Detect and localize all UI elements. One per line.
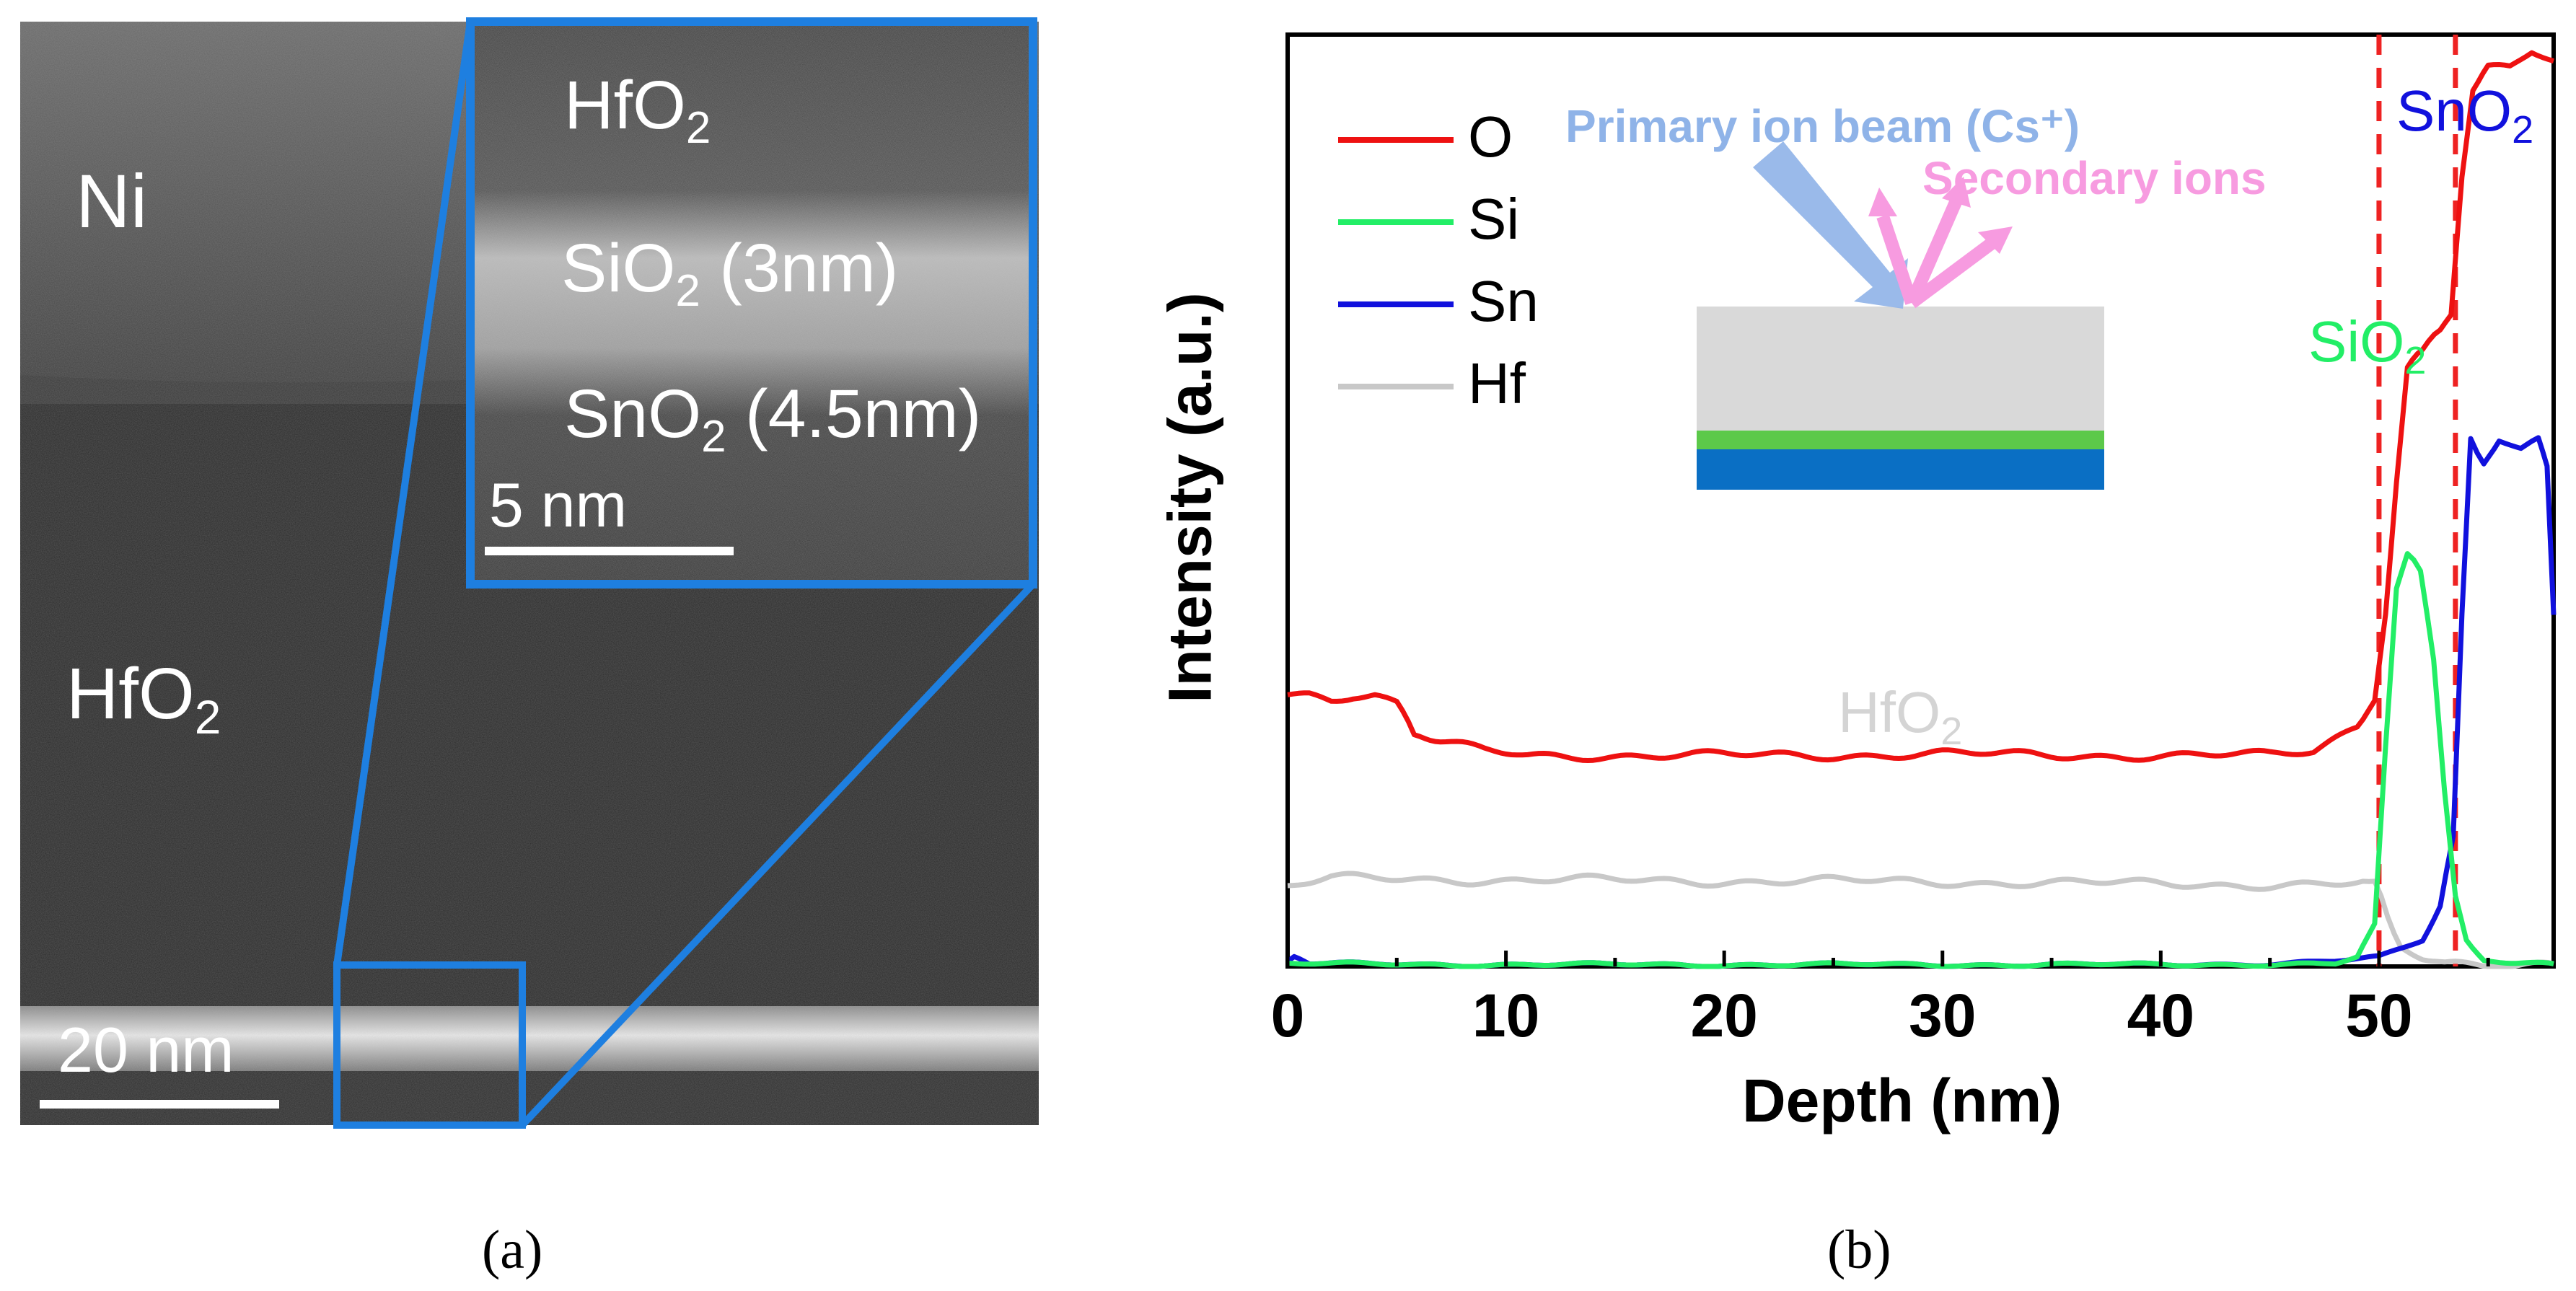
legend-item-si: Si [1338,187,1555,251]
primary-beam-label: Primary ion beam (Cs⁺) [1565,100,2080,152]
x-tick-label-40: 40 [2127,982,2195,1049]
secondary-ions-label: Secondary ions [1922,152,2267,204]
primary-beam-arrow [1753,141,1908,309]
caption-b: (b) [1827,1220,1891,1280]
sims-schematic [1697,141,2104,490]
x-axis-ticks [1285,951,2490,966]
scale-bar-main [40,1100,279,1109]
scale-bar-main-label: 20 nm [58,1014,234,1085]
zoom-line-right [519,581,1036,1128]
legend-swatch-sn [1338,301,1454,307]
y-axis-label-text: Intensity (a.u.) [1156,292,1224,703]
scale-bar-inset-label: 5 nm [489,471,628,540]
region-sno2-text: SnO [2396,79,2513,143]
series-group [1285,50,2557,969]
x-tick-label-10: 10 [1472,982,1540,1049]
series-line-hf [1287,871,2554,969]
inset-hfo2-text: HfO [564,67,686,144]
region-label-sno2: SnO2 [2396,78,2533,152]
label-ni: Ni [76,159,148,244]
legend-label-si: Si [1468,187,1520,251]
x-tick-label-50: 50 [2345,982,2413,1049]
zoom-indicator [333,21,1036,1129]
inset-label-sno2: SnO2 (4.5nm) [564,375,981,462]
region-hfo2-text: HfO [1838,680,1941,744]
inset-sio2-sub: 2 [675,266,700,316]
x-axis-label: Depth (nm) [1742,1067,2062,1134]
label-hfo2: HfO2 [66,653,221,744]
plot-area [1285,32,2556,969]
legend-swatch-o [1338,137,1454,143]
series-line-si [1287,551,2554,969]
inset-sno2-thickness: (4.5nm) [744,376,982,452]
inset-sio2-text: SiO [561,230,676,307]
region-label-sio2: SiO2 [2308,309,2426,383]
schematic-bottom-layer [1697,449,2104,490]
label-hfo2-sub: 2 [194,690,221,744]
inset-sio2-thickness: (3nm) [719,230,899,307]
legend-label-hf: Hf [1468,351,1526,415]
zoom-line-left [333,21,474,966]
region-sio2-text: SiO [2308,309,2405,374]
tem-inset [466,17,1037,589]
schematic-mid-layer [1697,431,2104,449]
legend-label-sn: Sn [1468,269,1539,333]
legend-label-o: O [1468,105,1513,169]
legend-swatch-si [1338,219,1454,225]
x-tick-label-30: 30 [1909,982,1977,1049]
caption-a: (a) [482,1220,543,1280]
secondary-ion-arrows [1868,177,2013,309]
interface-lines [2376,35,2458,966]
legend-swatch-hf [1338,384,1454,389]
inset-sno2-text: SnO [564,376,702,452]
zoom-box [333,961,526,1129]
label-hfo2-text: HfO [66,653,195,734]
scale-bar-inset [485,547,734,555]
region-sio2-sub: 2 [2404,339,2427,382]
region-label-hfo2: HfO2 [1838,679,1962,754]
inset-frame [466,17,1037,589]
region-hfo2-sub: 2 [1940,710,1963,753]
inset-hfo2-sub: 2 [685,103,711,153]
inset-label-sio2: SiO2 (3nm) [561,229,898,317]
inset-label-hfo2: HfO2 [564,66,711,154]
legend-item-sn: Sn [1338,269,1555,333]
region-sno2-sub: 2 [2512,108,2534,151]
x-tick-label-20: 20 [1690,982,1758,1049]
inset-sno2-sub: 2 [701,412,726,462]
legend-item-hf: Hf [1338,351,1555,415]
series-line-o [1287,50,2555,763]
schematic-top-layer [1697,307,2104,431]
legend-item-o: O [1338,105,1555,169]
x-tick-label-0: 0 [1270,982,1305,1049]
